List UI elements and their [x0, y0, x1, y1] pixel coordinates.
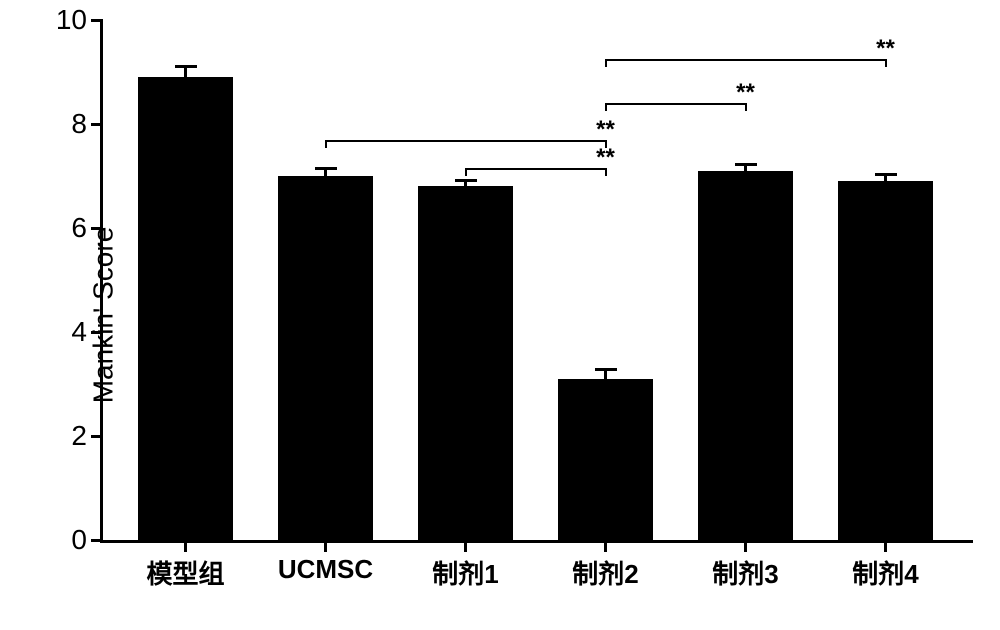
error-bar-cap	[875, 173, 897, 176]
bar	[418, 186, 513, 540]
x-tick-label: 模型组	[146, 554, 224, 591]
x-tick	[324, 540, 327, 552]
y-tick	[91, 539, 103, 542]
plot-area: 0246810模型组UCMSC制剂1制剂2制剂3制剂4********	[100, 20, 973, 543]
significance-label: **	[736, 79, 755, 107]
x-tick-label: 制剂4	[852, 554, 918, 591]
y-tick	[91, 227, 103, 230]
significance-label: **	[876, 35, 895, 63]
y-tick	[91, 435, 103, 438]
significance-line	[606, 103, 746, 105]
x-tick-label: 制剂3	[712, 554, 778, 591]
significance-tick	[325, 140, 327, 148]
x-tick	[884, 540, 887, 552]
bar	[558, 379, 653, 540]
error-bar-cap	[735, 163, 757, 166]
error-bar-cap	[595, 368, 617, 371]
x-tick	[604, 540, 607, 552]
bar	[138, 77, 233, 540]
significance-line	[326, 140, 606, 142]
significance-tick	[465, 168, 467, 176]
significance-label: **	[596, 116, 615, 144]
y-tick-label: 8	[71, 108, 87, 140]
error-bar-cap	[175, 65, 197, 68]
x-tick-label: 制剂1	[432, 554, 498, 591]
y-tick-label: 10	[56, 4, 87, 36]
x-tick	[464, 540, 467, 552]
error-bar-cap	[315, 167, 337, 170]
significance-line	[466, 168, 606, 170]
x-tick	[184, 540, 187, 552]
y-tick-label: 2	[71, 420, 87, 452]
y-tick-label: 4	[71, 316, 87, 348]
y-tick-label: 6	[71, 212, 87, 244]
error-bar	[184, 67, 187, 77]
bar	[838, 181, 933, 540]
x-tick	[744, 540, 747, 552]
x-tick-label: UCMSC	[278, 554, 373, 585]
significance-label: **	[596, 144, 615, 172]
chart-container: Mankin' Score 0246810模型组UCMSC制剂1制剂2制剂3制剂…	[0, 0, 1000, 630]
significance-tick	[605, 103, 607, 111]
error-bar-cap	[455, 179, 477, 182]
bar	[698, 171, 793, 540]
significance-tick	[605, 59, 607, 67]
y-tick	[91, 19, 103, 22]
bar	[278, 176, 373, 540]
y-tick-label: 0	[71, 524, 87, 556]
y-tick	[91, 331, 103, 334]
x-tick-label: 制剂2	[572, 554, 638, 591]
significance-line	[606, 59, 886, 61]
y-tick	[91, 123, 103, 126]
